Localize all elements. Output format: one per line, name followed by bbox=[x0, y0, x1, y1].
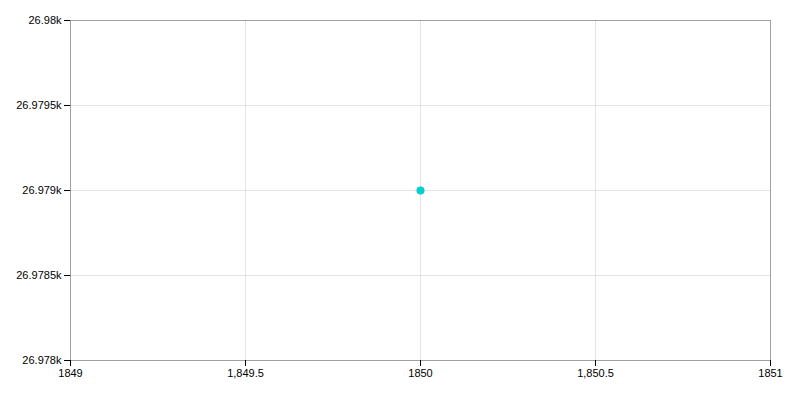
svg-text:26.978k: 26.978k bbox=[22, 354, 62, 366]
svg-text:1851: 1851 bbox=[758, 367, 782, 379]
svg-text:26.98k: 26.98k bbox=[28, 14, 62, 26]
svg-text:1,850.5: 1,850.5 bbox=[577, 367, 614, 379]
svg-text:1,849.5: 1,849.5 bbox=[227, 367, 264, 379]
svg-text:26.9795k: 26.9795k bbox=[16, 99, 62, 111]
svg-text:1850: 1850 bbox=[408, 367, 432, 379]
svg-text:26.9785k: 26.9785k bbox=[16, 269, 62, 281]
svg-text:26.979k: 26.979k bbox=[22, 184, 62, 196]
svg-text:1849: 1849 bbox=[58, 367, 82, 379]
